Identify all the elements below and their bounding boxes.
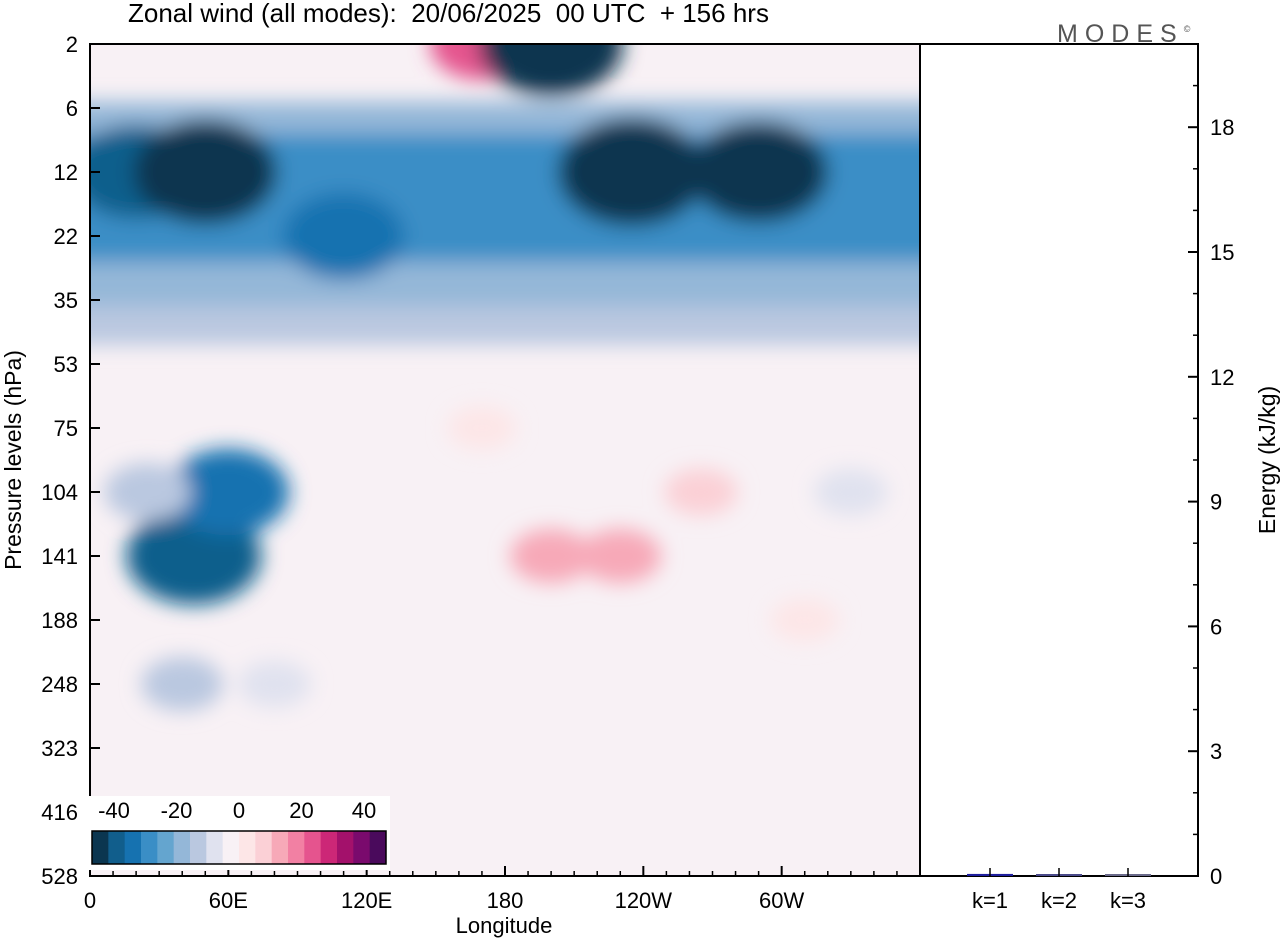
easterly-edge <box>90 306 920 345</box>
wind-feature-13 <box>579 529 662 583</box>
colorbar: -40 -20 0 20 40 <box>86 796 390 870</box>
colorbar-tick-label: 20 <box>289 798 313 823</box>
energy-tick-label: 12 <box>1210 365 1234 390</box>
colorbar-swatch <box>288 831 305 864</box>
colorbar-tick-label: 0 <box>233 798 245 823</box>
category-label: k=3 <box>1110 888 1146 913</box>
colorbar-swatch <box>271 831 289 864</box>
y-tick-label: 22 <box>54 224 78 249</box>
y-tick-label: 528 <box>41 864 78 889</box>
colorbar-swatch <box>206 831 224 864</box>
wind-feature-5 <box>557 118 706 226</box>
wind-feature-8 <box>167 448 290 536</box>
y-tick-label: 248 <box>41 672 78 697</box>
wind-feature-10 <box>141 657 224 711</box>
copyright-mark: © <box>1183 24 1191 34</box>
wind-feature-12 <box>510 529 593 583</box>
colorbar-swatch <box>190 831 207 864</box>
y-tick-label: 104 <box>41 480 78 505</box>
y-tick-label: 141 <box>41 544 78 569</box>
colorbar-swatch <box>239 831 256 864</box>
y-tick-label: 12 <box>54 160 78 185</box>
energy-axis: 0 3 6 9 12 15 18 <box>1188 84 1234 889</box>
y-axis-title: Pressure levels (hPa) <box>0 350 26 570</box>
x-tick-label: 120E <box>341 888 392 913</box>
x-tick-label: 180 <box>487 888 524 913</box>
colorbar-swatch <box>304 831 322 864</box>
colorbar-swatch <box>337 831 354 864</box>
wind-feature-6 <box>689 121 829 223</box>
y-tick-label: 323 <box>41 736 78 761</box>
energy-bars: k=1 k=2 k=3 <box>967 868 1151 913</box>
pressure-axis: 2 6 12 22 35 53 75 104 141 188 248 323 416 528 <box>41 32 100 889</box>
y-tick-label: 35 <box>54 288 78 313</box>
energy-panel-frame <box>919 43 1199 877</box>
colorbar-tick-label: -40 <box>98 798 130 823</box>
colorbar-swatch <box>124 831 142 864</box>
wind-feature-16 <box>770 598 840 642</box>
chart-title: Zonal wind (all modes): 20/06/2025 00 UT… <box>128 0 769 28</box>
wind-feature-14 <box>664 468 738 516</box>
wind-feature-15 <box>447 406 517 450</box>
x-axis-title: Longitude <box>456 913 553 938</box>
colorbar-swatch <box>369 831 387 864</box>
y-tick-label: 2 <box>66 32 78 57</box>
energy-tick-label: 9 <box>1210 490 1222 515</box>
colorbar-swatch <box>108 831 126 864</box>
wind-feature-17 <box>814 468 888 516</box>
energy-tick-label: 3 <box>1210 739 1222 764</box>
wind-features <box>90 44 920 711</box>
energy-tick-label: 15 <box>1210 240 1234 265</box>
wind-feature-9 <box>104 463 191 521</box>
energy-tick-label: 6 <box>1210 614 1222 639</box>
longitude-axis: 0 60E 120E 180 120W 60W <box>84 866 898 913</box>
x-tick-label: 120W <box>615 888 673 913</box>
y-tick-label: 6 <box>66 96 78 121</box>
energy-tick-label: 0 <box>1210 864 1222 889</box>
colorbar-swatch <box>320 831 338 864</box>
colorbar-swatch <box>157 831 175 864</box>
category-label: k=2 <box>1041 888 1077 913</box>
wind-feature-11 <box>237 660 312 708</box>
colorbar-tick-label: 40 <box>352 798 376 823</box>
energy-tick-label: 18 <box>1210 115 1234 140</box>
zonal-wind-heatmap <box>90 44 920 876</box>
wind-feature-4 <box>479 44 623 97</box>
colorbar-swatch <box>141 831 158 864</box>
wind-feature-2 <box>282 192 405 280</box>
colorbar-frame <box>91 830 387 865</box>
x-tick-label: 60W <box>759 888 804 913</box>
y-tick-label: 53 <box>54 352 78 377</box>
colorbar-swatch <box>92 831 109 864</box>
category-label: k=1 <box>972 888 1008 913</box>
colorbar-swatch <box>173 831 191 864</box>
wind-feature-1 <box>133 119 278 225</box>
x-tick-label: 60E <box>209 888 248 913</box>
y-tick-label: 416 <box>41 800 78 825</box>
energy-axis-title: Energy (kJ/kg) <box>1254 386 1280 534</box>
colorbar-swatch <box>255 831 273 864</box>
x-tick-label: 0 <box>84 888 96 913</box>
y-tick-label: 75 <box>54 416 78 441</box>
colorbar-tick-label: -20 <box>161 798 193 823</box>
colorbar-swatch <box>353 831 371 864</box>
colorbar-swatch <box>222 831 240 864</box>
y-tick-label: 188 <box>41 608 78 633</box>
